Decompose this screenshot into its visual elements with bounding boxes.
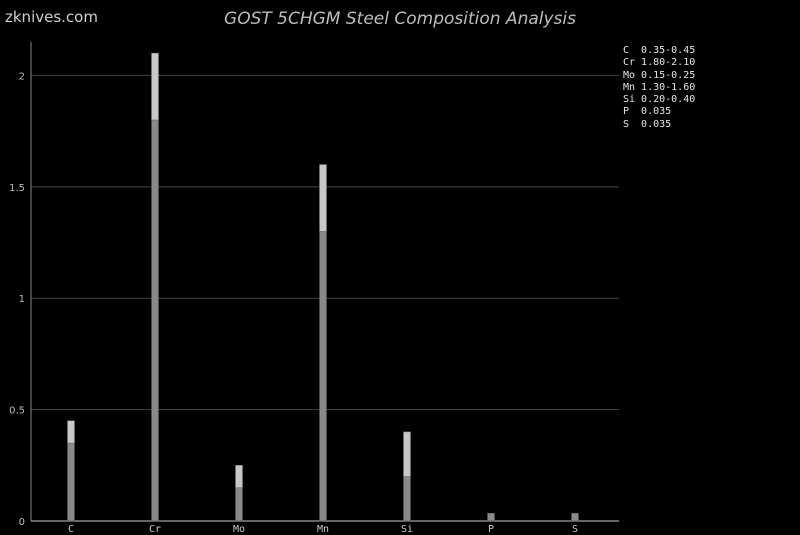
legend-item: Mn 1.30-1.60 [623, 81, 696, 93]
legend: C 0.35-0.45 Cr 1.80-2.10 Mo 0.15-0.25 Mn 1.… [623, 45, 695, 131]
bar-range-Mo [235, 465, 243, 488]
y-tick-label: 0 [19, 517, 25, 528]
bar-min-Cr [151, 119, 159, 522]
bar-min-Si [403, 476, 411, 522]
legend-item: Cr 1.80-2.10 [623, 57, 696, 69]
bar-range-C [67, 420, 75, 444]
x-tick-label: C [68, 524, 74, 535]
legend-item: Mo 0.15-0.25 [623, 69, 696, 81]
bar-range-Cr [151, 52, 159, 121]
y-tick-label: 1 [19, 294, 25, 305]
chart-title: GOST 5CHGM Steel Composition Analysis [224, 9, 576, 29]
bar-min-S [571, 512, 579, 522]
legend-item: Si 0.20-0.40 [623, 94, 696, 106]
bar-range-Mn [319, 164, 327, 232]
bar-min-P [487, 512, 495, 522]
x-tick-label: Cr [149, 524, 161, 535]
x-tick-label: Mn [317, 524, 329, 535]
x-tick-label: Mo [233, 524, 245, 535]
y-tick-label: 1.5 [9, 183, 25, 194]
y-tick-label: 0.5 [9, 406, 25, 417]
y-tick-label: 2 [19, 71, 25, 82]
bar-min-Mo [235, 487, 243, 522]
bar-min-Mn [319, 231, 327, 522]
x-tick-label: S [572, 524, 578, 535]
x-tick-label: P [488, 524, 494, 535]
legend-item: S 0.035 [623, 118, 672, 130]
bar-range-Si [403, 431, 411, 477]
legend-item: P 0.035 [623, 106, 672, 118]
x-tick-label: Si [401, 524, 413, 535]
legend-item: C 0.35-0.45 [623, 45, 696, 56]
watermark: zknives.com [5, 8, 98, 26]
bar-min-C [67, 442, 75, 522]
